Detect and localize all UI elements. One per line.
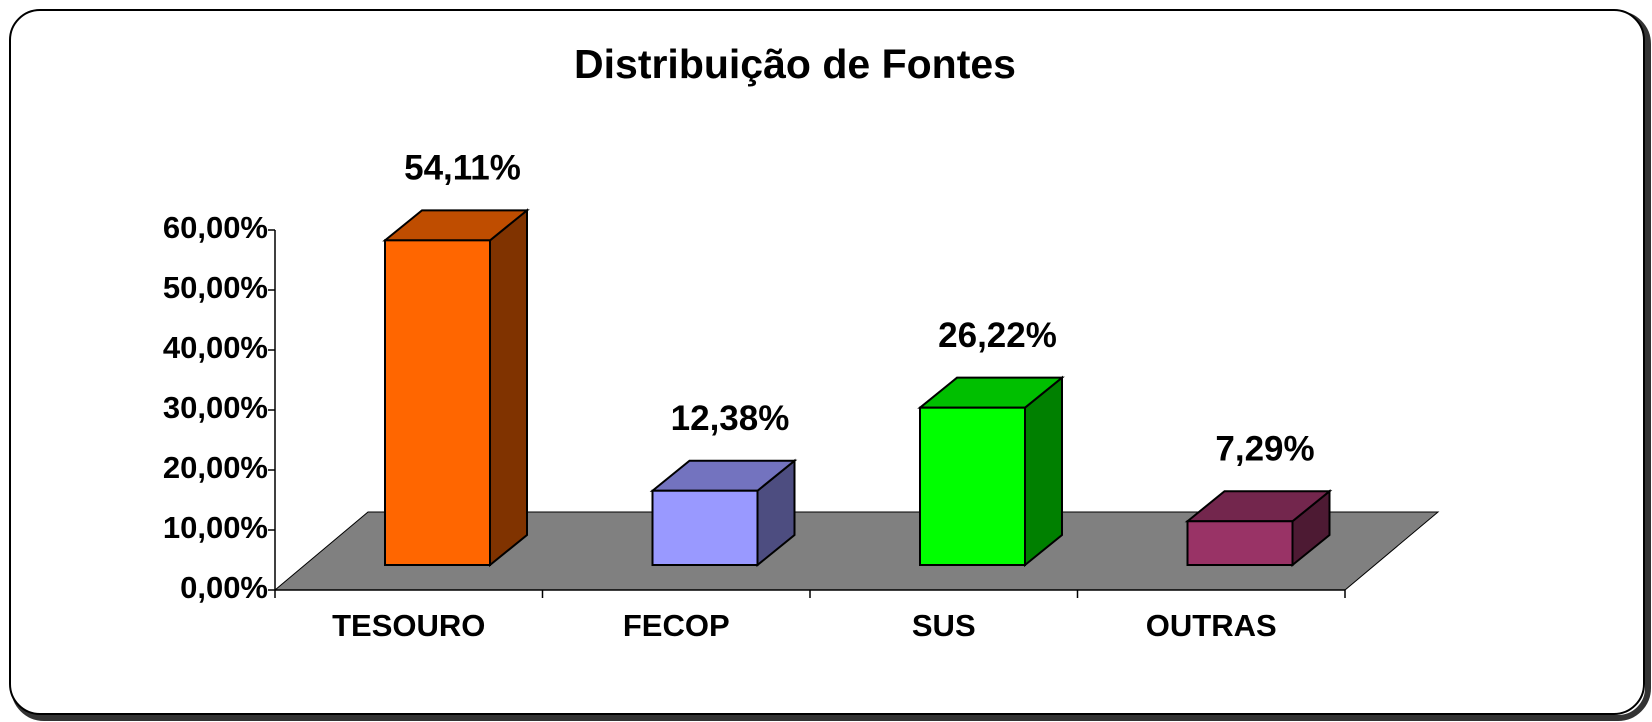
bar-3d (1184, 489, 1333, 568)
y-tick-label: 40,00% (163, 330, 268, 365)
x-tick-label: OUTRAS (1146, 608, 1277, 643)
value-label: 54,11% (404, 149, 521, 188)
x-tick-label: SUS (912, 608, 976, 643)
y-tick-label: 10,00% (163, 510, 268, 545)
x-tick-label: TESOURO (332, 608, 485, 643)
bar (1186, 520, 1294, 567)
bar (651, 489, 759, 566)
value-label: 26,22% (938, 316, 1057, 355)
value-label: 7,29% (1215, 430, 1314, 469)
value-label: 12,38% (671, 399, 790, 438)
bar-side (489, 208, 528, 568)
y-tick-label: 20,00% (163, 450, 268, 485)
y-tick-label: 0,00% (180, 570, 268, 605)
bar (384, 239, 491, 566)
bar-3d (649, 458, 798, 568)
bar (919, 406, 1026, 566)
y-tick-label: 50,00% (163, 270, 268, 305)
chart-title: Distribuição de Fontes (574, 41, 1016, 87)
bar-3d (382, 208, 530, 568)
x-tick-label: FECOP (623, 608, 730, 643)
bar-3d (917, 375, 1065, 568)
y-tick-label: 60,00% (163, 210, 268, 245)
y-tick-label: 30,00% (163, 390, 268, 425)
bar-side (1024, 375, 1063, 568)
